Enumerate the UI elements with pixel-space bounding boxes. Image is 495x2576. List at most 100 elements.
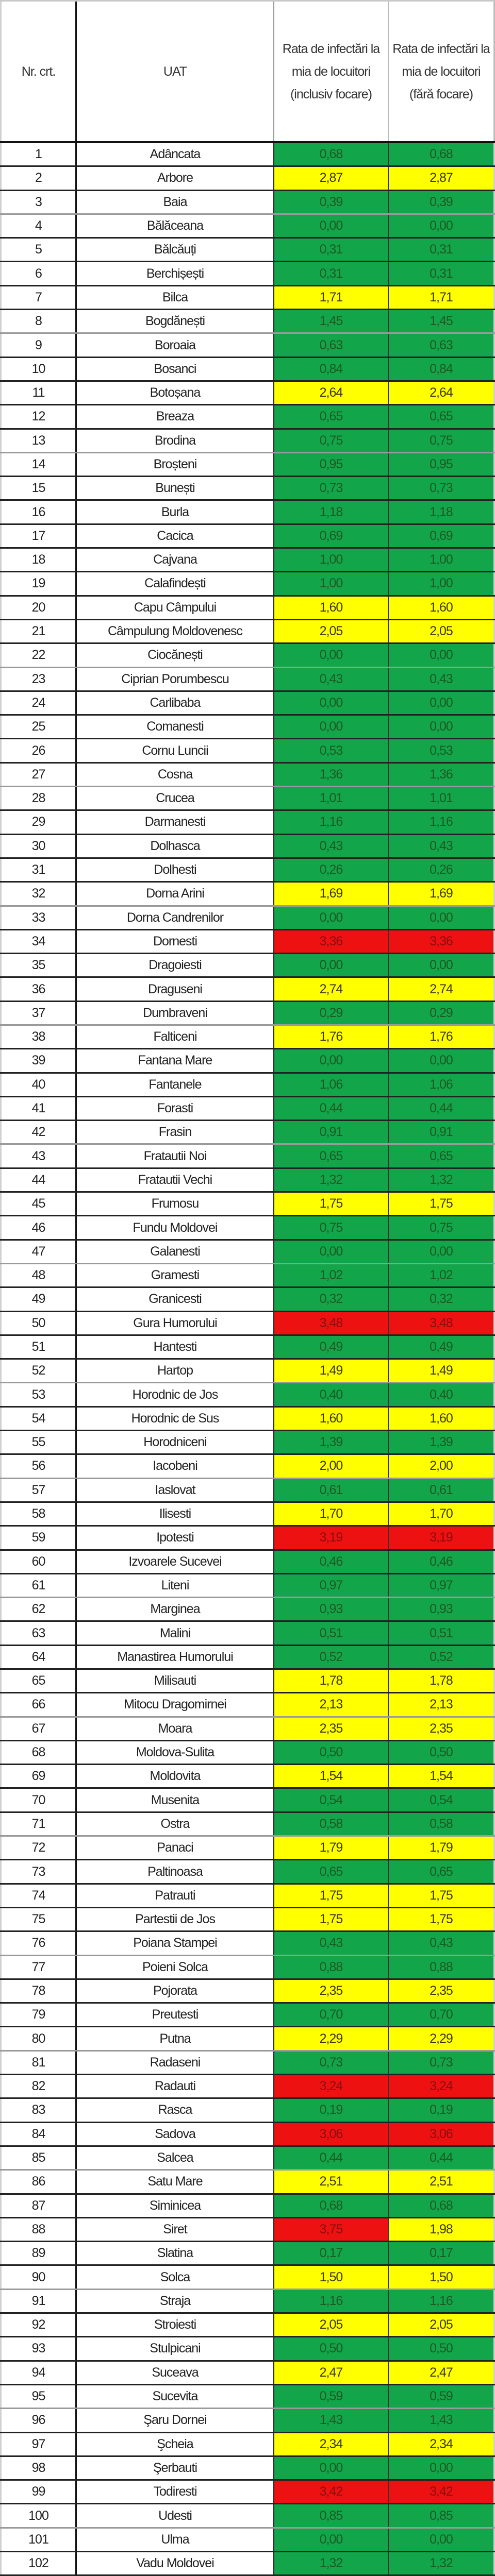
- row-rate-including-outbreaks: 0,84: [273, 358, 389, 380]
- row-uat-name: Ciprian Porumbescu: [121, 671, 229, 686]
- row-uat-name: Galanesti: [150, 1244, 201, 1259]
- row-rate-including-outbreaks: 2,35: [273, 1717, 389, 1740]
- table-row: 87 Siminicea 0,68 0,68: [0, 2194, 495, 2218]
- table-row: 23 Ciprian Porumbescu 0,43 0,43: [0, 668, 495, 692]
- row-rate-excluding-outbreaks: 0,70: [389, 2004, 495, 2026]
- row-rate-excluding-outbreaks: 1,98: [389, 2218, 495, 2241]
- row-nr: 60: [0, 1550, 77, 1573]
- row-uat-name: Udesti: [158, 2508, 192, 2523]
- row-rate-excluding-outbreaks: 0,68: [389, 143, 495, 166]
- row-rate-excluding-outbreaks: 0,51: [389, 1622, 495, 1645]
- row-rate-excluding-outbreaks: 0,44: [389, 2146, 495, 2170]
- row-rate-excluding-outbreaks: 0,61: [389, 1479, 495, 1501]
- row-uat-name: Dolhesti: [154, 862, 196, 877]
- row-rate-including-outbreaks: 1,50: [273, 2266, 389, 2289]
- row-uat-name: Todiresti: [153, 2484, 197, 2499]
- row-rate-excluding-outbreaks: 1,16: [389, 2290, 495, 2313]
- row-rate-excluding-outbreaks: 0,54: [389, 1789, 495, 1811]
- row-rate-including-outbreaks: 0,61: [273, 1479, 389, 1501]
- row-rate-including-outbreaks: 2,00: [273, 1455, 389, 1478]
- table-row: 27 Cosna 1,36 1,36: [0, 763, 495, 788]
- row-rate-including-outbreaks: 0,95: [273, 453, 389, 476]
- row-uat-name: Adâncata: [150, 147, 201, 162]
- row-nr: 11: [0, 381, 77, 404]
- table-row: 10 Bosanci 0,84 0,84: [0, 358, 495, 382]
- row-rate-including-outbreaks: 0,68: [273, 2194, 389, 2217]
- table-row: 29 Darmanesti 1,16 1,16: [0, 811, 495, 835]
- row-rate-excluding-outbreaks: 1,75: [389, 1193, 495, 1215]
- row-rate-excluding-outbreaks: 1,60: [389, 596, 495, 619]
- row-rate-excluding-outbreaks: 2,05: [389, 2314, 495, 2336]
- table-row: 62 Marginea 0,93 0,93: [0, 1598, 495, 1622]
- row-uat-name: Şaru Dornei: [143, 2413, 207, 2428]
- row-rate-excluding-outbreaks: 0,65: [389, 1145, 495, 1167]
- table-row: 81 Radaseni 0,73 0,73: [0, 2051, 495, 2076]
- table-row: 66 Mitocu Dragomirnei 2,13 2,13: [0, 1693, 495, 1718]
- row-nr: 14: [0, 453, 77, 476]
- row-nr: 82: [0, 2075, 77, 2098]
- row-rate-excluding-outbreaks: 1,60: [389, 1407, 495, 1430]
- row-uat-name: Partestii de Jos: [135, 1912, 216, 1927]
- row-rate-excluding-outbreaks: 1,00: [389, 549, 495, 571]
- row-rate-excluding-outbreaks: 3,06: [389, 2123, 495, 2145]
- row-nr: 22: [0, 644, 77, 667]
- row-uat-name: Berchișești: [146, 266, 204, 281]
- table-row: 93 Stulpicani 0,50 0,50: [0, 2337, 495, 2362]
- row-rate-including-outbreaks: 2,51: [273, 2171, 389, 2193]
- table-row: 52 Hartop 1,49 1,49: [0, 1360, 495, 1384]
- row-uat-name: Fratautii Vechi: [138, 1172, 212, 1187]
- row-rate-excluding-outbreaks: 2,74: [389, 978, 495, 1001]
- row-uat-name: Draguseni: [148, 981, 203, 996]
- row-rate-excluding-outbreaks: 1,16: [389, 811, 495, 834]
- row-rate-excluding-outbreaks: 0,00: [389, 954, 495, 977]
- table-row: 83 Rasca 0,19 0,19: [0, 2099, 495, 2123]
- table-row: 21 Câmpulung Moldovenesc 2,05 2,05: [0, 620, 495, 645]
- table-row: 73 Paltinoasa 0,65 0,65: [0, 1860, 495, 1885]
- row-nr: 85: [0, 2146, 77, 2170]
- row-rate-including-outbreaks: 1,71: [273, 286, 389, 309]
- table-row: 76 Poiana Stampei 0,43 0,43: [0, 1932, 495, 1956]
- row-uat-name: Suceava: [152, 2365, 199, 2380]
- row-rate-including-outbreaks: 0,17: [273, 2242, 389, 2265]
- row-rate-including-outbreaks: 2,64: [273, 381, 389, 404]
- row-rate-including-outbreaks: 0,49: [273, 1335, 389, 1359]
- row-rate-excluding-outbreaks: 0,31: [389, 239, 495, 261]
- table-row: 56 Iacobeni 2,00 2,00: [0, 1455, 495, 1479]
- row-uat-name: Vadu Moldovei: [136, 2556, 214, 2571]
- row-nr: 34: [0, 930, 77, 953]
- row-rate-including-outbreaks: 0,58: [273, 1812, 389, 1836]
- row-rate-including-outbreaks: 0,31: [273, 262, 389, 285]
- row-nr: 31: [0, 858, 77, 882]
- row-uat-name: Bilca: [162, 290, 188, 304]
- row-rate-excluding-outbreaks: 0,26: [389, 858, 495, 882]
- row-uat-name: Bălcăuți: [154, 242, 196, 257]
- table-row: 11 Botoșana 2,64 2,64: [0, 381, 495, 406]
- row-rate-excluding-outbreaks: 1,76: [389, 1025, 495, 1048]
- row-rate-including-outbreaks: 2,34: [273, 2433, 389, 2455]
- row-rate-excluding-outbreaks: 2,47: [389, 2361, 495, 2384]
- row-nr: 80: [0, 2027, 77, 2050]
- table-row: 16 Burla 1,18 1,18: [0, 501, 495, 525]
- row-nr: 89: [0, 2242, 77, 2265]
- row-nr: 61: [0, 1574, 77, 1597]
- row-nr: 21: [0, 620, 77, 643]
- row-rate-including-outbreaks: 0,31: [273, 239, 389, 261]
- table-row: 35 Dragoiesti 0,00 0,00: [0, 954, 495, 978]
- row-rate-excluding-outbreaks: 0,53: [389, 739, 495, 762]
- row-uat-name: Moldova-Sulita: [136, 1745, 214, 1760]
- row-nr: 57: [0, 1479, 77, 1501]
- table-row: 17 Cacica 0,69 0,69: [0, 524, 495, 549]
- table-row: 46 Fundu Moldovei 0,75 0,75: [0, 1216, 495, 1241]
- row-nr: 76: [0, 1932, 77, 1955]
- row-rate-excluding-outbreaks: 0,00: [389, 906, 495, 929]
- row-rate-excluding-outbreaks: 1,71: [389, 286, 495, 309]
- row-nr: 68: [0, 1741, 77, 1764]
- row-rate-including-outbreaks: 1,43: [273, 2409, 389, 2432]
- row-uat-name: Carlibaba: [150, 695, 201, 710]
- row-rate-including-outbreaks: 3,48: [273, 1312, 389, 1334]
- table-row: 18 Cajvana 1,00 1,00: [0, 549, 495, 573]
- row-rate-excluding-outbreaks: 1,49: [389, 1360, 495, 1382]
- table-row: 15 Bunești 0,73 0,73: [0, 477, 495, 501]
- row-rate-excluding-outbreaks: 3,19: [389, 1527, 495, 1549]
